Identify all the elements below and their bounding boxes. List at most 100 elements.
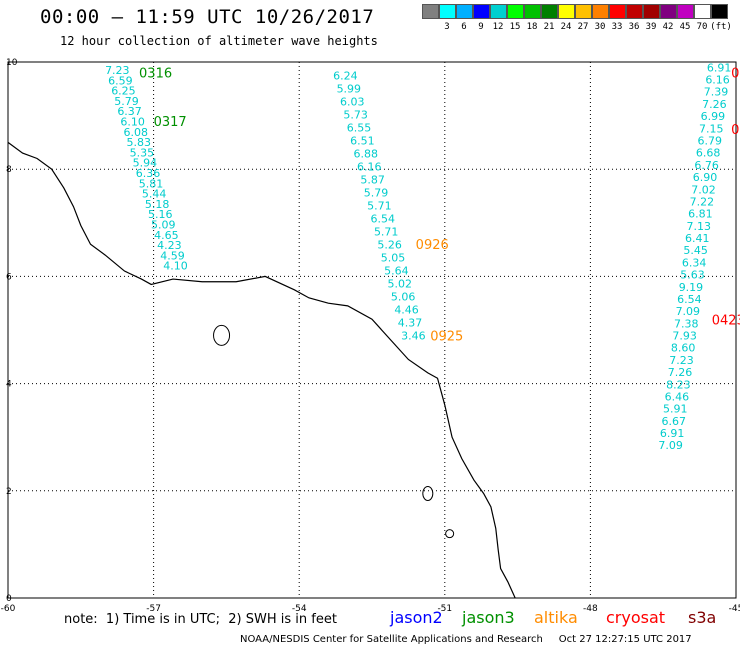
legend-item-s3a: s3a <box>688 608 717 627</box>
wave-height-label: 7.93 <box>672 330 697 343</box>
scale-swatch <box>626 4 643 19</box>
wave-height-label: 5.09 <box>151 218 176 231</box>
scale-swatch <box>524 4 541 19</box>
scale-label: 36 <box>628 22 640 32</box>
wave-height-label: 5.16 <box>148 208 173 221</box>
scale-swatch <box>660 4 677 19</box>
scale-swatch <box>473 4 490 19</box>
credit-text: NOAA/NESDIS Center for Satellite Applica… <box>240 634 692 645</box>
scale-label: 33 <box>611 22 623 32</box>
wave-height-label: 5.99 <box>337 82 362 95</box>
wave-height-label: 7.15 <box>699 122 724 135</box>
wave-height-label: 6.34 <box>682 256 707 269</box>
wave-height-label: 7.23 <box>105 64 130 77</box>
scale-swatch <box>456 4 473 19</box>
wave-height-label: 9.19 <box>679 281 704 294</box>
wave-height-label: 5.06 <box>391 290 416 303</box>
wave-height-label: 5.91 <box>663 403 688 416</box>
time-label: 0317 <box>154 115 187 130</box>
wave-height-label: 5.35 <box>130 146 155 159</box>
scale-swatch <box>592 4 609 19</box>
scale-label: 70 <box>696 22 708 32</box>
satellite-tracks: 7.236.596.255.796.376.106.085.835.355.94… <box>105 61 740 452</box>
x-tick-label: -57 <box>146 604 161 614</box>
time-label: 0926 <box>416 238 449 253</box>
wave-height-label: 6.79 <box>697 134 722 147</box>
x-tick-label: -48 <box>583 604 598 614</box>
wave-height-label: 6.16 <box>705 74 730 87</box>
wave-height-label: 8.60 <box>671 342 696 355</box>
wave-height-label: 5.79 <box>364 186 389 199</box>
wave-height-label: 6.59 <box>108 74 133 87</box>
wave-height-label: 7.09 <box>676 305 701 318</box>
wave-height-label: 5.18 <box>145 198 170 211</box>
page-subtitle: 12 hour collection of altimeter wave hei… <box>60 34 378 48</box>
scale-label: 30 <box>594 22 606 32</box>
wave-height-label: 6.51 <box>350 134 375 147</box>
scale-label: 39 <box>645 22 657 32</box>
wave-height-label: 5.71 <box>367 199 392 212</box>
wave-height-label: 6.37 <box>117 105 142 118</box>
scale-label: 15 <box>509 22 521 32</box>
wave-height-label: 5.26 <box>377 238 402 251</box>
wave-height-label: 5.64 <box>384 264 409 277</box>
wave-height-label: 5.44 <box>142 188 167 201</box>
wave-height-label: 6.08 <box>123 126 148 139</box>
wave-height-label: 6.68 <box>696 147 721 160</box>
scale-swatch <box>643 4 660 19</box>
legend-item-altika: altika <box>534 608 578 627</box>
scale-swatch <box>507 4 524 19</box>
x-tick-label: -45 <box>729 604 740 614</box>
coastline <box>7 141 516 599</box>
wave-height-label: 6.03 <box>340 95 365 108</box>
wave-height-label: 4.65 <box>154 229 179 242</box>
wave-height-label: 8.23 <box>666 378 691 391</box>
wave-height-label: 6.16 <box>357 160 382 173</box>
wave-height-label: 6.46 <box>665 390 690 403</box>
legend-item-jason3: jason3 <box>462 608 515 627</box>
wave-height-label: 6.41 <box>685 232 710 245</box>
wave-height-label: 7.02 <box>691 183 716 196</box>
scale-swatch <box>422 4 439 19</box>
wave-height-label: 6.88 <box>354 147 379 160</box>
wave-height-label: 5.05 <box>381 251 406 264</box>
scale-label: 21 <box>543 22 555 32</box>
wave-height-label: 6.76 <box>694 159 719 172</box>
scale-label: 27 <box>577 22 589 32</box>
wave-height-label: 7.23 <box>669 354 694 367</box>
wave-height-label: 7.38 <box>674 317 699 330</box>
scale-swatch <box>677 4 694 19</box>
time-label: 0 <box>731 123 739 138</box>
axis-labels: -60 -57 -54 -51 -48 -45 0 2 4 6 8 10 <box>1 58 740 614</box>
scale-swatch <box>711 4 728 19</box>
wave-height-label: 4.46 <box>394 303 419 316</box>
y-tick-label: 6 <box>6 272 12 282</box>
legend-item-jason2: jason2 <box>390 608 443 627</box>
wave-height-label: 5.73 <box>343 108 368 121</box>
wave-height-label: 5.63 <box>680 269 705 282</box>
color-scale-labels: 3 6 9 12 15 18 21 24 27 30 33 36 39 42 45 70 (ft) <box>422 22 740 34</box>
wave-height-label: 6.81 <box>688 208 713 221</box>
wave-height-label: 7.26 <box>702 98 727 111</box>
x-tick-label: -54 <box>292 604 307 614</box>
scale-swatch <box>575 4 592 19</box>
y-tick-label: 0 <box>6 594 12 604</box>
coastline-path <box>7 141 516 599</box>
wave-height-label: 7.22 <box>690 195 715 208</box>
wave-height-label: 3.46 <box>401 329 426 342</box>
page-title: 00:00 – 11:59 UTC 10/26/2017 <box>40 6 375 28</box>
color-scale <box>422 4 728 19</box>
legend-item-cryosat: cryosat <box>606 608 666 627</box>
wave-height-label: 6.25 <box>111 85 136 98</box>
wave-height-label: 5.45 <box>683 244 708 257</box>
wave-height-label: 7.13 <box>687 220 712 233</box>
wave-height-label: 6.10 <box>120 116 144 129</box>
x-tick-label: -51 <box>437 604 452 614</box>
wave-height-label: 6.24 <box>333 69 358 82</box>
scale-label: 3 <box>444 22 450 32</box>
map-frame <box>7 61 737 599</box>
scale-label: 45 <box>679 22 691 32</box>
scale-label: 12 <box>492 22 504 32</box>
wave-height-label: 7.09 <box>658 439 683 452</box>
wave-height-label: 7.39 <box>704 86 729 99</box>
